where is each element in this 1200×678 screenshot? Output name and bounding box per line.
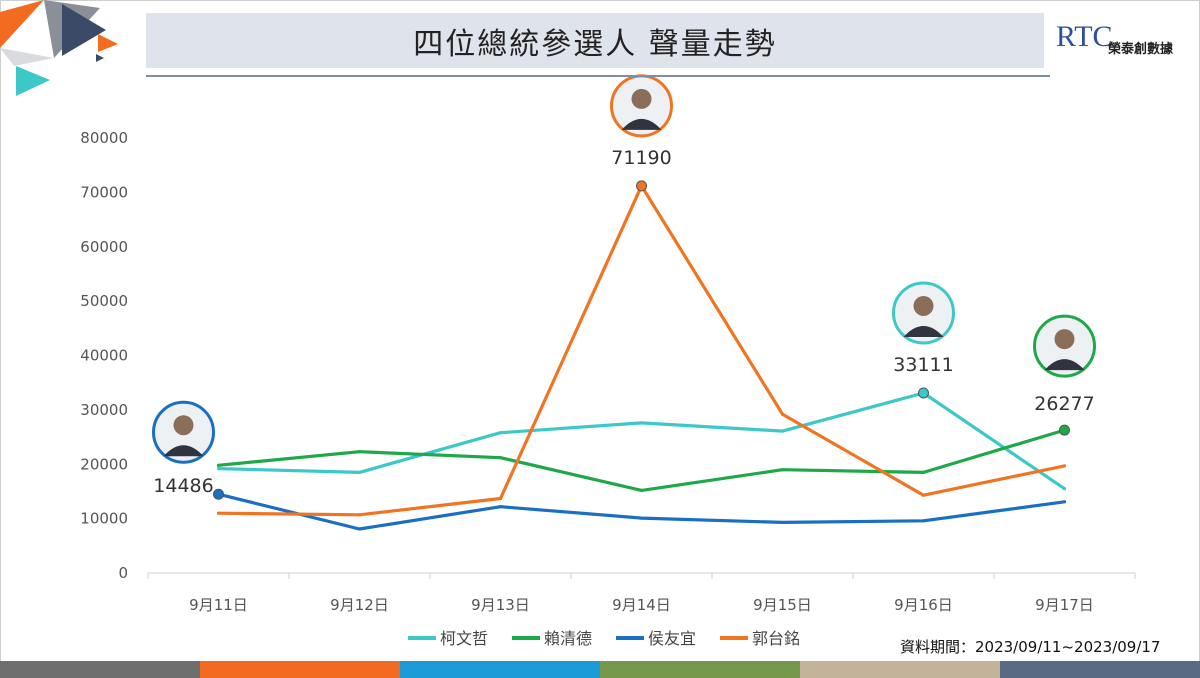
data-point	[780, 468, 785, 472]
x-tick-label: 9月17日	[1035, 596, 1094, 614]
stripe-segment	[1000, 661, 1200, 678]
portrait-head	[1054, 329, 1075, 350]
portrait-body	[903, 325, 944, 337]
highlight-marker	[636, 180, 647, 192]
data-point	[216, 467, 221, 471]
y-tick-label: 50000	[80, 292, 128, 310]
highlight-marker	[1059, 424, 1070, 436]
highlight-marker	[213, 488, 224, 500]
data-point	[498, 431, 503, 435]
portrait-body	[621, 118, 662, 130]
stripe-segment	[600, 661, 800, 678]
y-tick-label: 10000	[80, 510, 128, 528]
logo-mark: RTC	[1056, 20, 1113, 53]
series-line-4	[218, 184, 1065, 517]
footer-color-stripe	[0, 661, 1200, 678]
x-tick-label: 9月13日	[471, 596, 530, 614]
y-tick-label: 60000	[80, 238, 128, 256]
stripe-segment	[400, 661, 600, 678]
candidate-portrait-icon	[152, 400, 215, 464]
data-point	[1062, 487, 1067, 491]
deco-triangle-light	[0, 48, 54, 66]
y-tick-label: 40000	[80, 347, 128, 365]
y-tick-label: 70000	[80, 183, 128, 201]
data-point	[780, 412, 785, 416]
series-line-1	[218, 391, 1066, 491]
data-label: 26277	[1034, 393, 1094, 415]
data-point	[780, 520, 785, 525]
logo-name: 榮泰創數據	[1108, 42, 1174, 57]
deco-triangle-orange	[0, 0, 44, 48]
data-point	[357, 527, 362, 531]
deco-triangle-small-navy	[96, 54, 104, 62]
candidate-portrait-icon	[610, 74, 673, 138]
portrait-head	[173, 415, 194, 436]
x-tick-label: 9月11日	[189, 596, 248, 614]
data-point	[1062, 464, 1067, 468]
brand-logo: RTC 榮泰創數據	[1056, 20, 1196, 60]
data-point	[639, 421, 644, 425]
x-tick-label: 9月15日	[753, 596, 812, 614]
x-tick-label: 9月14日	[612, 596, 671, 614]
page-title: 四位總統參選人 聲量走勢	[413, 26, 777, 62]
legend-label: 侯友宜	[648, 629, 696, 648]
portrait-body	[163, 445, 204, 457]
data-point	[498, 496, 503, 501]
y-tick-label: 0	[118, 564, 128, 582]
corner-decoration	[0, 0, 118, 96]
x-tick-label: 9月12日	[330, 596, 389, 614]
data-point	[639, 516, 644, 520]
data-point	[498, 505, 503, 509]
stripe-segment	[200, 661, 400, 678]
data-label: 33111	[893, 354, 953, 376]
y-tick-label: 30000	[80, 401, 128, 419]
deco-triangle-small-orange	[98, 34, 118, 52]
candidate-portrait-icon	[892, 281, 955, 345]
title-banner: 四位總統參選人 聲量走勢	[146, 13, 1044, 68]
data-point	[357, 450, 362, 454]
legend-label: 柯文哲	[440, 629, 488, 648]
stripe-segment	[800, 661, 1000, 678]
portrait-head	[631, 88, 652, 109]
data-label: 71190	[611, 147, 671, 169]
y-tick-label: 80000	[80, 129, 128, 147]
data-point	[498, 456, 503, 460]
data-point	[1062, 500, 1067, 504]
data-point	[921, 493, 926, 497]
data-point	[216, 463, 221, 467]
data-point	[357, 513, 362, 517]
data-point	[921, 519, 926, 523]
portrait-head	[913, 295, 934, 316]
series-line-3	[218, 492, 1065, 531]
data-point	[921, 470, 926, 475]
portrait-body	[1044, 359, 1085, 371]
title-divider	[146, 75, 1050, 77]
candidate-portrait-icon	[1033, 314, 1096, 378]
legend-label: 郭台銘	[752, 629, 800, 648]
data-point	[357, 470, 362, 475]
data-period-note: 資料期間：2023/09/11~2023/09/17	[900, 638, 1161, 656]
y-tick-label: 20000	[80, 455, 128, 473]
deco-triangle-teal	[16, 66, 50, 96]
data-point	[780, 429, 785, 433]
data-label: 14486	[153, 475, 213, 497]
highlight-marker	[918, 387, 929, 399]
stripe-segment	[0, 661, 200, 678]
x-tick-label: 9月16日	[894, 596, 953, 614]
series-line-2	[218, 428, 1065, 492]
data-point	[639, 488, 644, 492]
legend-label: 賴清德	[544, 629, 592, 648]
data-point	[216, 511, 221, 515]
deco-triangle-navy	[62, 4, 106, 56]
